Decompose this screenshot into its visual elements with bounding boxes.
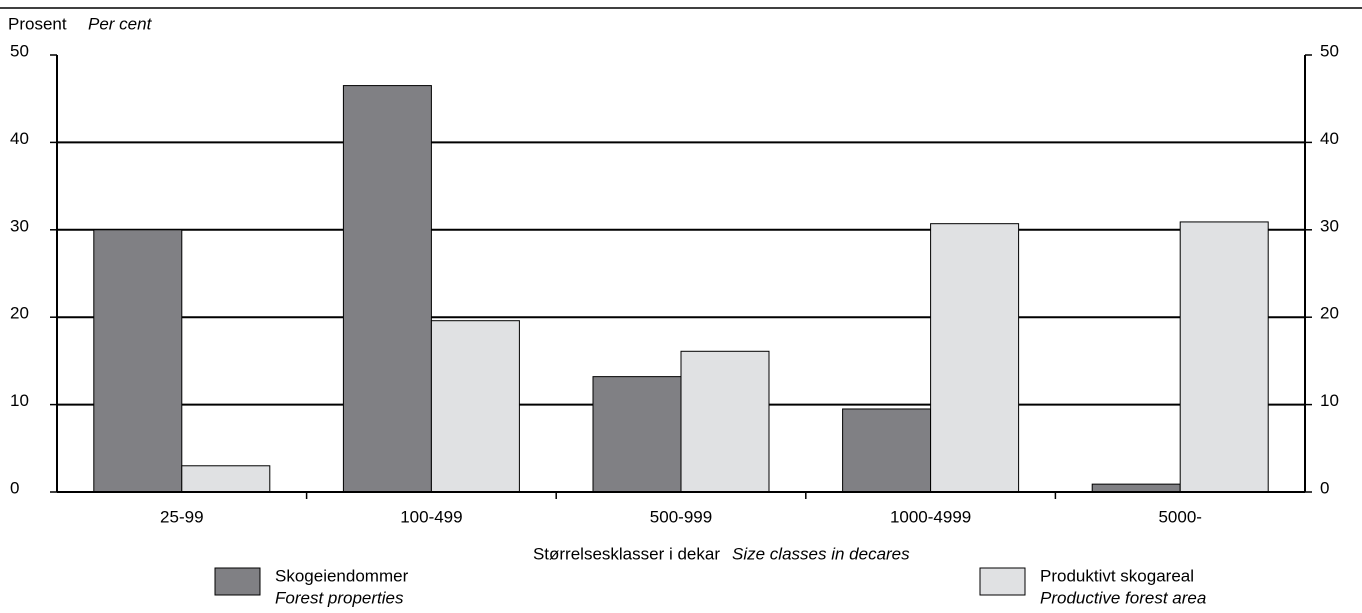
bar — [930, 223, 1020, 493]
x-axis-label: Størrelsesklasser i dekar — [533, 544, 720, 563]
x-tick-label: 5000- — [1158, 507, 1201, 526]
legend-label-en: Productive forest area — [1040, 588, 1206, 607]
y-tick-label: 30 — [10, 216, 29, 235]
y-tick-label: 50 — [10, 41, 29, 60]
y-tick-label-right: 50 — [1320, 41, 1339, 60]
y-tick-label-right: 20 — [1320, 304, 1339, 323]
legend-swatch — [979, 567, 1026, 596]
y-axis-label-en: Per cent — [88, 14, 153, 33]
x-tick-label: 100-499 — [400, 507, 462, 526]
bar — [93, 229, 183, 493]
y-tick-label-right: 40 — [1320, 129, 1339, 148]
y-tick-label-right: 10 — [1320, 391, 1339, 410]
x-axis-label-en: Size classes in decares — [732, 544, 910, 563]
bar — [1091, 483, 1181, 493]
legend-swatch — [214, 567, 261, 596]
legend-label: Skogeiendommer — [275, 566, 409, 585]
x-tick-label: 25-99 — [160, 507, 203, 526]
y-tick-label: 40 — [10, 129, 29, 148]
bar — [842, 408, 932, 493]
y-tick-label-right: 0 — [1320, 478, 1329, 497]
y-axis-label: Prosent — [8, 14, 67, 33]
bar — [592, 376, 682, 493]
bar — [430, 320, 520, 493]
x-tick-label: 500-999 — [650, 507, 712, 526]
y-tick-label: 0 — [10, 478, 19, 497]
bar — [342, 85, 432, 493]
legend-label: Produktivt skogareal — [1040, 566, 1194, 585]
y-tick-label-right: 30 — [1320, 216, 1339, 235]
bar — [1179, 221, 1269, 493]
bar — [680, 350, 770, 493]
y-tick-label: 20 — [10, 304, 29, 323]
legend-label-en: Forest properties — [275, 588, 404, 607]
y-tick-label: 10 — [10, 391, 29, 410]
bar — [181, 465, 271, 493]
x-tick-label: 1000-4999 — [890, 507, 971, 526]
